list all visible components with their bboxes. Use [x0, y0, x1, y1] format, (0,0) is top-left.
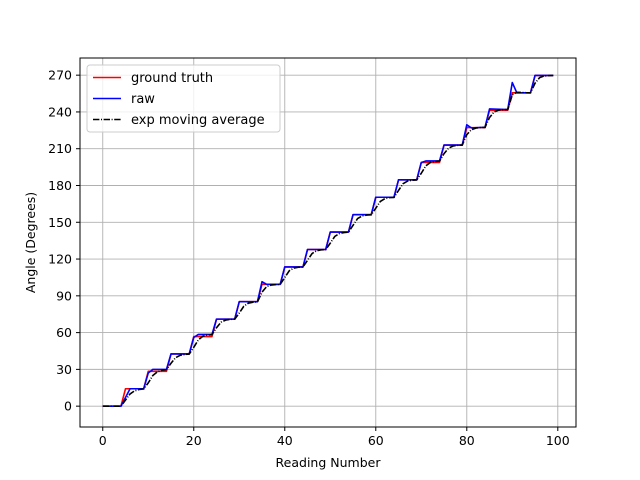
y-tick-label: 30 — [56, 362, 72, 377]
x-tick-label: 0 — [99, 433, 107, 448]
x-tick-label: 40 — [277, 433, 293, 448]
y-tick-label: 120 — [48, 252, 72, 267]
series-line — [102, 74, 554, 407]
y-tick-label: 90 — [56, 288, 72, 303]
y-tick-label: 150 — [48, 215, 72, 230]
y-tick-label: 270 — [48, 68, 72, 83]
x-tick-label: 60 — [368, 433, 384, 448]
y-tick-label: 0 — [64, 399, 72, 414]
y-tick-label: 60 — [56, 325, 72, 340]
y-tick-label: 210 — [48, 141, 72, 156]
plot-frame — [79, 57, 577, 428]
legend-box — [86, 64, 281, 133]
legend-label: exp moving average — [131, 113, 265, 128]
x-axis-label: Reading Number — [276, 455, 382, 470]
x-tick-label: 80 — [459, 433, 475, 448]
y-tick-label: 180 — [48, 178, 72, 193]
series-line — [102, 74, 554, 407]
axis-ticks: 0 20 40 60 80 100 0 30 60 90 120 150 180 210 240 270 — [48, 68, 570, 448]
plot-lines — [102, 74, 554, 407]
legend-label: ground truth — [131, 71, 213, 86]
y-axis-label: Angle (Degrees) — [23, 192, 38, 293]
x-tick-label: 20 — [186, 433, 202, 448]
legend: ground truth raw exp moving average — [86, 64, 281, 133]
legend-label: raw — [131, 92, 155, 107]
x-tick-label: 100 — [546, 433, 570, 448]
y-tick-label: 240 — [48, 104, 72, 119]
